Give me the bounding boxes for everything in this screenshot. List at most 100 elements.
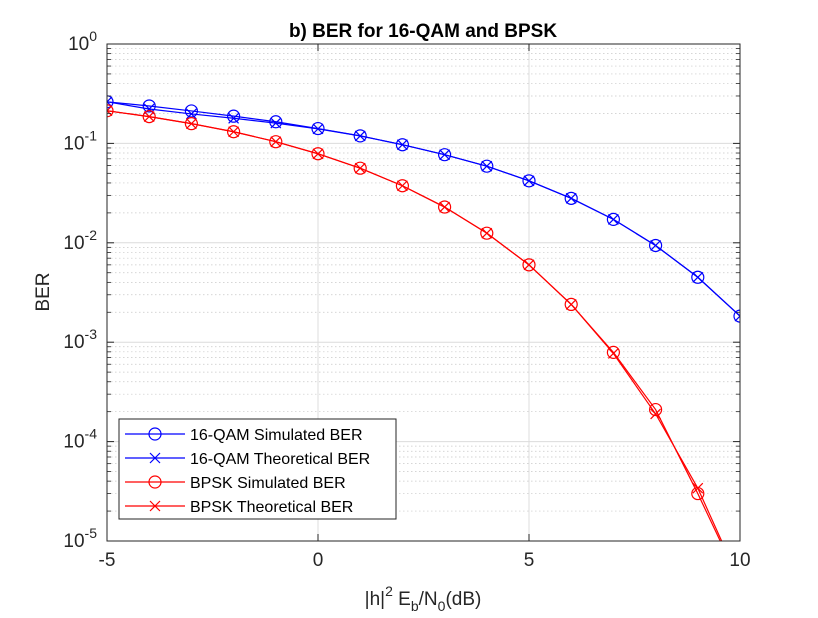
- marker-x-stroke: [481, 160, 493, 172]
- data-point-circle: [227, 125, 241, 139]
- legend-entry: BPSK Simulated BER: [125, 475, 346, 492]
- marker-x-stroke: [650, 240, 662, 251]
- x-tick-label: 0: [313, 550, 324, 571]
- data-point-x: [565, 192, 577, 204]
- data-point-x: [312, 148, 324, 160]
- data-point-circle: [142, 99, 156, 113]
- marker-x-stroke: [481, 227, 493, 239]
- marker-x-stroke: [650, 408, 662, 420]
- marker-x-stroke: [143, 111, 155, 123]
- data-point-x: [523, 175, 535, 187]
- series-16-qam-theoretical-ber: [107, 96, 740, 322]
- y-tick-label: 100: [68, 28, 97, 55]
- data-point-x: [650, 408, 662, 420]
- data-point-x: [107, 105, 113, 117]
- chart-title: b) BER for 16-QAM and BPSK: [289, 21, 557, 42]
- data-point-x: [439, 149, 451, 161]
- x-axis-label-sup: 2: [385, 583, 393, 599]
- x-axis-label-base: |h|: [365, 589, 385, 610]
- data-point-x: [565, 298, 577, 310]
- data-point-circle: [184, 117, 198, 131]
- marker-x-stroke: [107, 105, 113, 112]
- y-axis-label: BER: [33, 272, 54, 311]
- legend-entry: 16-QAM Simulated BER: [125, 427, 363, 444]
- marker-x-stroke: [312, 123, 324, 135]
- data-point-x: [481, 160, 493, 172]
- marker-x-stroke: [735, 577, 745, 587]
- legend-label: BPSK Simulated BER: [190, 475, 346, 492]
- data-point-circle: [395, 138, 409, 152]
- y-tick-label: 10-5: [63, 525, 97, 552]
- y-tick-label-base: 10: [63, 332, 84, 353]
- y-tick-label: 10-3: [63, 326, 97, 353]
- plot-frame: [106, 43, 741, 542]
- data-point-circle: [269, 135, 283, 149]
- data-point-circle: [227, 109, 241, 123]
- data-point-circle: [395, 179, 409, 193]
- marker-x-stroke: [692, 482, 704, 494]
- marker-x-stroke: [396, 139, 408, 151]
- marker-x-stroke: [734, 315, 740, 322]
- data-point-circle: [142, 110, 156, 124]
- data-point-circle: [438, 200, 452, 214]
- y-tick-label-base: 10: [68, 34, 89, 55]
- marker-x-stroke: [607, 348, 619, 359]
- data-point-circle: [648, 238, 663, 253]
- data-point-x: [607, 213, 619, 225]
- data-point-circle: [606, 212, 621, 226]
- marker-x-stroke: [354, 162, 366, 174]
- data-point-x: [523, 259, 535, 271]
- marker-x-stroke: [734, 310, 740, 317]
- data-point-circle: [353, 129, 367, 143]
- marker-x-stroke: [439, 149, 451, 161]
- data-point-x: [607, 348, 619, 359]
- series-line: [107, 110, 723, 541]
- data-point-x: [735, 577, 745, 587]
- series-line: [107, 101, 740, 317]
- marker-x-stroke: [149, 452, 161, 464]
- series-bpsk-theoretical-ber: [107, 105, 745, 587]
- legend-label: BPSK Theoretical BER: [190, 499, 353, 516]
- y-tick-label-base: 10: [63, 531, 84, 552]
- legend-entry: 16-QAM Theoretical BER: [125, 451, 370, 468]
- data-point-circle: [480, 226, 494, 240]
- x-tick-label: 10: [729, 550, 750, 571]
- y-tick-label-exponent: -3: [85, 326, 98, 342]
- legend-marker-x: [149, 452, 161, 464]
- data-point-x: [228, 126, 240, 138]
- data-point-circle: [311, 147, 325, 161]
- data-point-x: [354, 130, 366, 142]
- data-point-circle: [606, 345, 621, 359]
- data-point-circle: [522, 174, 536, 188]
- marker-x-stroke: [565, 192, 577, 204]
- data-point-x: [270, 136, 282, 148]
- data-point-x: [481, 227, 493, 239]
- marker-x-stroke: [185, 108, 197, 120]
- marker-x-stroke: [270, 117, 282, 129]
- x-axis-label: |h|2 Eb/N0(dB): [365, 583, 482, 613]
- data-point-x: [396, 139, 408, 151]
- data-point-x: [692, 271, 704, 283]
- data-point-circle: [184, 104, 198, 118]
- legend-entries: 16-QAM Simulated BER 16-QAM Theoretical B…: [125, 427, 370, 516]
- data-point-x: [228, 112, 240, 124]
- data-point-circle: [564, 297, 578, 312]
- data-point-circle: [733, 309, 740, 323]
- data-point-circle: [734, 577, 746, 589]
- marker-x-stroke: [228, 126, 240, 138]
- marker-x-stroke: [149, 500, 161, 512]
- data-point-circle: [438, 148, 452, 162]
- y-tick-label-exponent: -5: [85, 525, 98, 541]
- x-axis-label-sub1: b: [411, 598, 419, 613]
- x-axis-label-sub2: 0: [438, 598, 446, 613]
- x-tick-label: -5: [99, 550, 116, 571]
- legend-marker-x: [149, 500, 161, 512]
- data-point-circle: [564, 191, 578, 205]
- marker-x-stroke: [523, 259, 535, 271]
- marker-x-stroke: [439, 201, 451, 213]
- legend-label: 16-QAM Theoretical BER: [190, 451, 370, 468]
- y-tick-label-exponent: -4: [85, 426, 98, 442]
